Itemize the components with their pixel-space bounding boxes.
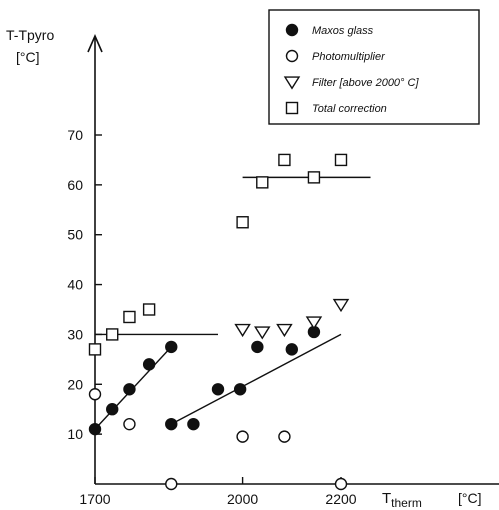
y-tick-label: 20 xyxy=(67,376,83,392)
point-open-triangle-down xyxy=(255,327,269,338)
data-points xyxy=(90,154,349,489)
x-axis-title-sub: therm xyxy=(391,496,422,510)
point-open-triangle-down xyxy=(236,325,250,336)
point-filled-circle xyxy=(107,404,118,415)
legend: Maxos glass Photomultiplier Filter [above … xyxy=(269,10,479,124)
y-tick-label: 60 xyxy=(67,177,83,193)
point-filled-circle xyxy=(124,384,135,395)
point-open-square xyxy=(308,172,319,183)
x-axis-title: Ttherm xyxy=(382,490,422,510)
point-filled-circle xyxy=(166,341,177,352)
y-tick-label: 40 xyxy=(67,277,83,293)
point-open-square xyxy=(257,177,268,188)
y-tick-label: 70 xyxy=(67,127,83,143)
y-tick-label: 30 xyxy=(67,326,83,342)
x-axis-title-main: T xyxy=(382,490,391,507)
point-open-triangle-down xyxy=(334,300,348,311)
point-open-circle xyxy=(166,479,177,490)
point-open-square xyxy=(279,154,290,165)
legend-label: Maxos glass xyxy=(312,25,374,37)
y-tick-label: 50 xyxy=(67,227,83,243)
point-filled-circle xyxy=(213,384,224,395)
x-tick-label: 2200 xyxy=(325,491,356,507)
x-tick-label: 2000 xyxy=(227,491,258,507)
point-open-circle xyxy=(124,419,135,430)
point-filled-circle xyxy=(90,424,101,435)
point-open-square xyxy=(90,344,101,355)
y-axis-title-line2: [°C] xyxy=(16,49,40,65)
legend-label: Filter [above 2000° C] xyxy=(312,77,419,89)
point-filled-circle xyxy=(286,344,297,355)
legend-marker-open-circle xyxy=(287,51,298,62)
x-axis-unit: [°C] xyxy=(458,490,482,506)
fit-lines xyxy=(95,177,371,429)
point-filled-circle xyxy=(166,419,177,430)
legend-marker-open-square xyxy=(287,103,298,114)
point-open-circle xyxy=(237,431,248,442)
point-open-circle xyxy=(90,389,101,400)
y-tick-label: 10 xyxy=(67,426,83,442)
point-open-square xyxy=(124,311,135,322)
point-open-triangle-down xyxy=(277,325,291,336)
legend-marker-filled-circle xyxy=(287,25,298,36)
point-open-circle xyxy=(279,431,290,442)
point-filled-circle xyxy=(252,341,263,352)
point-open-square xyxy=(237,217,248,228)
point-open-triangle-down xyxy=(307,317,321,328)
point-open-square xyxy=(144,304,155,315)
legend-label: Total correction xyxy=(312,103,387,115)
point-open-circle xyxy=(336,479,347,490)
point-open-square xyxy=(336,154,347,165)
point-filled-circle xyxy=(188,419,199,430)
point-open-square xyxy=(107,329,118,340)
point-filled-circle xyxy=(235,384,246,395)
x-tick-label: 1700 xyxy=(79,491,110,507)
y-axis-title-line1: T-Tpyro xyxy=(6,27,54,43)
point-filled-circle xyxy=(144,359,155,370)
legend-label: Photomultiplier xyxy=(312,51,386,63)
